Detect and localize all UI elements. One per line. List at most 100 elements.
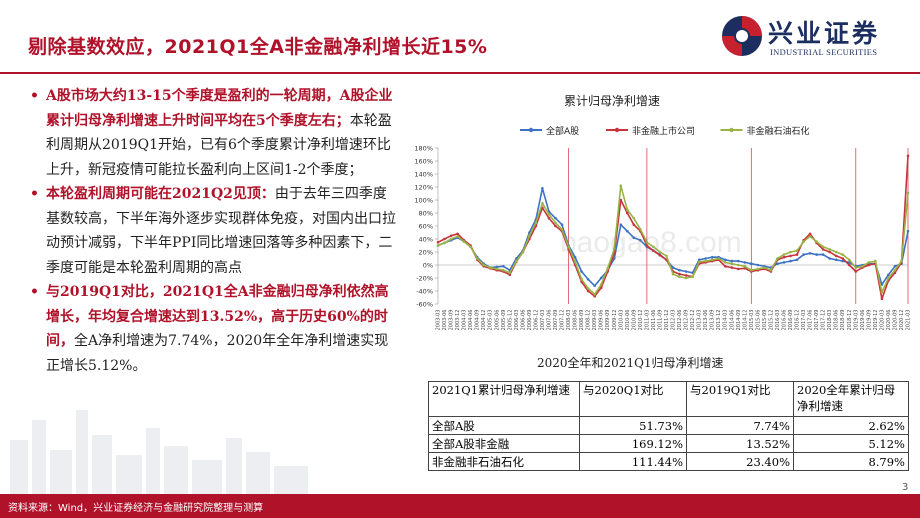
bullet-item: • 与2019Q1对比，2021Q1全A非金融归母净利依然高增长，年均复合增速达到… xyxy=(28,280,398,378)
data-point xyxy=(678,268,681,272)
header-cell: 与2020Q1对比 xyxy=(579,381,687,417)
y-tick-label: -20% xyxy=(416,275,433,283)
x-tick-label: 2009-06 xyxy=(599,310,605,331)
data-point xyxy=(854,270,858,273)
bullet-text: 全A净利增速为7.74%，2020年全年净利增速实现正增长5.12%。 xyxy=(46,333,389,374)
y-tick-label: 120% xyxy=(414,184,433,192)
data-point xyxy=(723,261,727,264)
data-point xyxy=(508,271,512,275)
x-tick-label: 2007-06 xyxy=(546,310,552,331)
data-point xyxy=(443,241,446,245)
data-point xyxy=(632,236,636,239)
data-point xyxy=(573,260,577,264)
x-tick-label: 2015-09 xyxy=(762,310,768,331)
x-tick-label: 2004-06 xyxy=(468,310,474,331)
data-point xyxy=(730,266,734,269)
data-point xyxy=(756,263,760,267)
data-point xyxy=(560,223,564,226)
x-tick-label: 2020-12 xyxy=(899,310,905,331)
data-point xyxy=(521,250,525,254)
x-tick-label: 2015-03 xyxy=(749,310,755,331)
x-tick-label: 2011-03 xyxy=(644,310,650,331)
data-point xyxy=(436,244,440,247)
data-point xyxy=(776,257,779,260)
data-point xyxy=(684,274,688,277)
data-point xyxy=(671,266,675,269)
data-point xyxy=(606,267,609,270)
x-tick-label: 2007-12 xyxy=(560,310,566,331)
data-point xyxy=(887,276,890,280)
data-point xyxy=(678,272,681,276)
data-point xyxy=(495,267,499,271)
legend-marker xyxy=(729,127,734,133)
data-point xyxy=(906,154,910,158)
data-point xyxy=(769,268,773,272)
table-row: 全部A股非金融 169.12% 13.52% 5.12% xyxy=(428,434,909,453)
data-point xyxy=(841,253,844,256)
x-tick-label: 2006-09 xyxy=(527,310,533,331)
x-tick-label: 2020-09 xyxy=(892,310,898,331)
bullet-dot-icon: • xyxy=(30,88,39,104)
logo-mark-icon xyxy=(722,16,762,56)
data-point xyxy=(449,234,453,238)
x-tick-label: 2013-03 xyxy=(697,310,703,331)
data-point xyxy=(449,237,453,241)
logo-chinese-name: 兴业证券 xyxy=(768,19,881,48)
table-header-row: 2021Q1累计归母净利增速 与2020Q1对比 与2019Q1对比 2020全… xyxy=(428,381,909,417)
x-tick-label: 2008-09 xyxy=(579,310,585,331)
cell-value: 23.40% xyxy=(686,452,794,471)
page-title: 剔除基数效应，2021Q1全A非金融净利增长近15% xyxy=(28,36,488,58)
watermark: baogao8.com xyxy=(560,226,742,259)
data-point xyxy=(848,263,851,267)
data-point xyxy=(763,266,766,269)
data-point xyxy=(645,241,649,244)
data-point xyxy=(704,257,707,260)
data-point xyxy=(586,278,590,281)
y-tick-label: 20% xyxy=(419,249,433,257)
x-tick-label: 2015-06 xyxy=(755,310,761,331)
data-point xyxy=(854,266,858,269)
row-label: 全部A股非金融 xyxy=(428,434,580,453)
x-tick-label: 2015-12 xyxy=(768,310,774,331)
x-tick-label: 2011-09 xyxy=(657,310,663,331)
x-tick-label: 2017-09 xyxy=(814,310,820,331)
data-point xyxy=(880,291,884,294)
data-point xyxy=(821,245,825,249)
line-chart: 全部A股 非金融上市公司 非金融石油石化 180% 160% 140% 120% 100% 80… xyxy=(414,125,911,331)
data-point xyxy=(782,261,786,264)
x-tick-label: 2008-03 xyxy=(566,310,572,331)
data-point xyxy=(658,250,662,254)
data-point xyxy=(593,293,596,296)
page-number: 3 xyxy=(902,482,909,493)
x-tick-label: 2017-12 xyxy=(821,310,827,331)
bullet-highlight-text: A股市场大约13-15个季度是盈利的一轮周期，A股企业累计归母净利增速上升时间平… xyxy=(46,88,393,129)
x-tick-label: 2014-09 xyxy=(736,310,742,331)
header-cell: 与2019Q1对比 xyxy=(686,381,794,417)
data-point xyxy=(828,250,831,254)
data-point xyxy=(789,259,792,263)
x-tick-label: 2003-06 xyxy=(442,310,448,331)
legend-marker xyxy=(614,127,620,133)
data-point xyxy=(828,257,831,260)
x-tick-label: 2005-06 xyxy=(494,310,500,331)
data-point xyxy=(528,234,531,238)
cell-value: 7.74% xyxy=(686,416,794,435)
x-tick-label: 2010-06 xyxy=(625,310,631,331)
x-tick-label: 2016-09 xyxy=(788,310,794,331)
data-point xyxy=(893,268,897,272)
x-tick-label: 2009-12 xyxy=(612,310,618,331)
x-tick-label: 2013-06 xyxy=(703,310,709,331)
x-tick-label: 2018-12 xyxy=(847,310,853,331)
x-tick-label: 2010-09 xyxy=(631,310,637,331)
data-point xyxy=(541,202,544,205)
data-point xyxy=(815,253,818,256)
x-tick-label: 2018-06 xyxy=(834,310,840,331)
data-point xyxy=(710,258,714,262)
data-point xyxy=(750,268,753,272)
data-point xyxy=(743,265,747,268)
bullet-list: • A股市场大约13-15个季度是盈利的一轮周期，A股企业累计归母净利增速上升时间… xyxy=(28,84,398,378)
data-point xyxy=(795,249,799,252)
data-point xyxy=(776,262,779,265)
x-tick-label: 2008-06 xyxy=(573,310,579,331)
x-tick-label: 2003-09 xyxy=(449,310,455,331)
